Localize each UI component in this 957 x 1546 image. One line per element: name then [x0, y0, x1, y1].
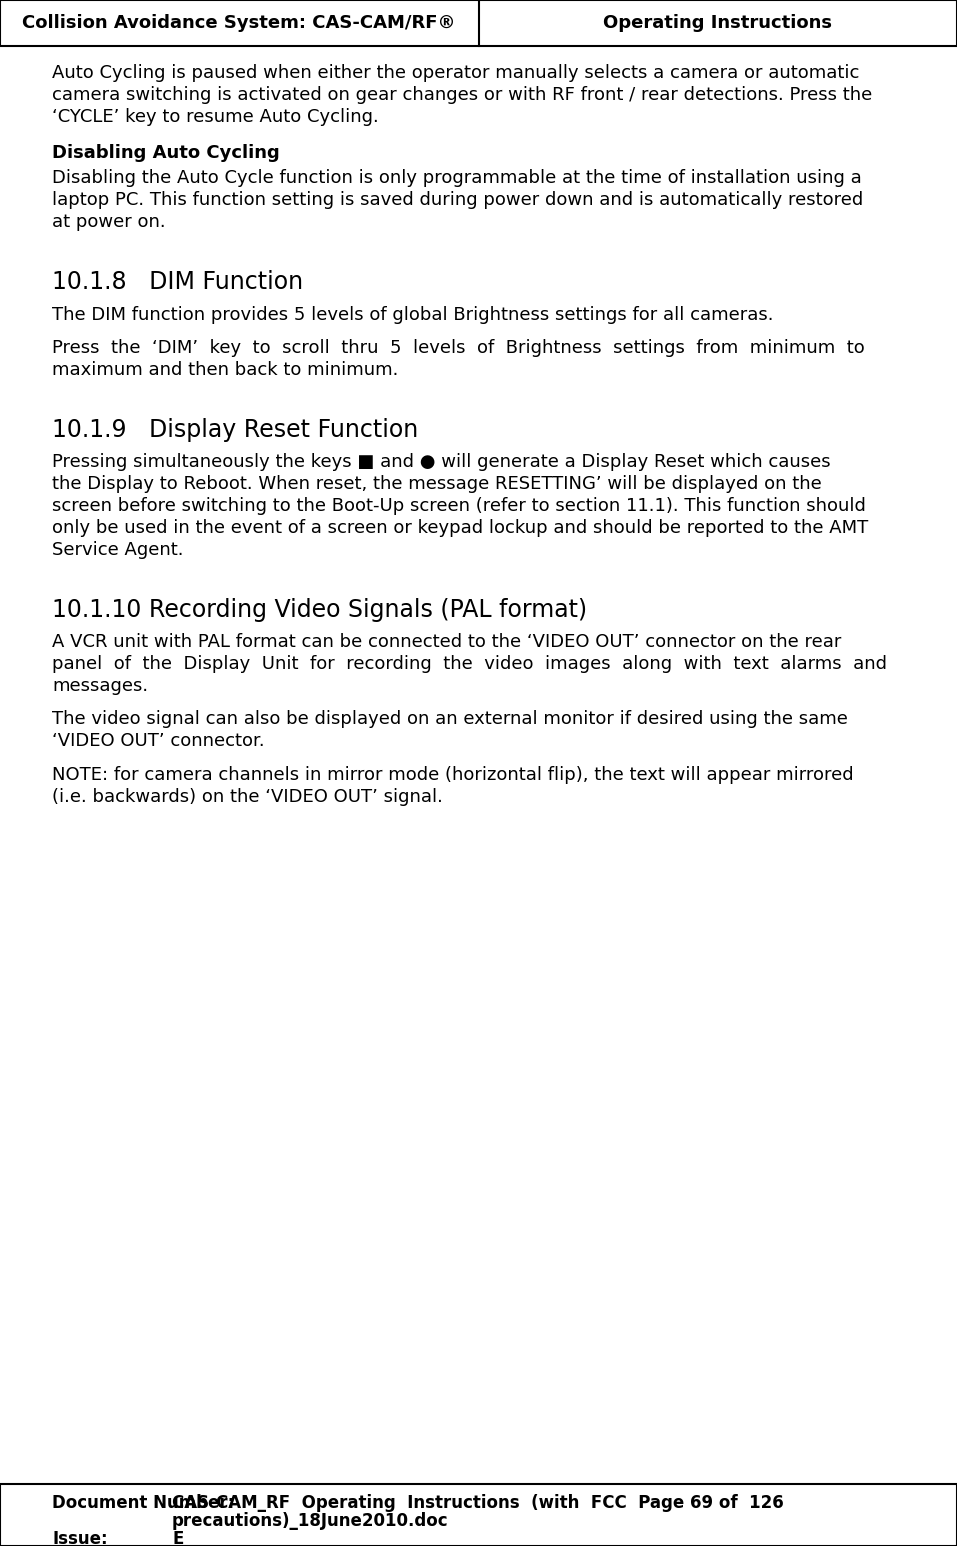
Text: Service Agent.: Service Agent.: [52, 541, 184, 560]
Text: camera switching is activated on gear changes or with RF front / rear detections: camera switching is activated on gear ch…: [52, 87, 872, 104]
Text: Disabling the Auto Cycle function is only programmable at the time of installati: Disabling the Auto Cycle function is onl…: [52, 170, 861, 187]
Text: ‘CYCLE’ key to resume Auto Cycling.: ‘CYCLE’ key to resume Auto Cycling.: [52, 108, 379, 127]
Text: Press  the  ‘DIM’  key  to  scroll  thru  5  levels  of  Brightness  settings  f: Press the ‘DIM’ key to scroll thru 5 lev…: [52, 339, 865, 357]
Text: maximum and then back to minimum.: maximum and then back to minimum.: [52, 360, 398, 379]
Text: at power on.: at power on.: [52, 213, 166, 232]
Text: panel  of  the  Display  Unit  for  recording  the  video  images  along  with  : panel of the Display Unit for recording …: [52, 656, 887, 673]
Text: The DIM function provides 5 levels of global Brightness settings for all cameras: The DIM function provides 5 levels of gl…: [52, 306, 773, 323]
Text: Issue:: Issue:: [52, 1531, 107, 1546]
Text: screen before switching to the Boot-Up screen (refer to section 11.1). This func: screen before switching to the Boot-Up s…: [52, 496, 866, 515]
Text: 10.1.10 Recording Video Signals (PAL format): 10.1.10 Recording Video Signals (PAL for…: [52, 598, 588, 621]
Text: E: E: [172, 1531, 184, 1546]
Bar: [0, 0, 957, 46]
Text: The video signal can also be displayed on an external monitor if desired using t: The video signal can also be displayed o…: [52, 710, 848, 728]
Text: Pressing simultaneously the keys ■ and ● will generate a Display Reset which cau: Pressing simultaneously the keys ■ and ●…: [52, 453, 831, 472]
Text: Disabling Auto Cycling: Disabling Auto Cycling: [52, 144, 279, 162]
Text: ‘VIDEO OUT’ connector.: ‘VIDEO OUT’ connector.: [52, 733, 265, 750]
Text: laptop PC. This function setting is saved during power down and is automatically: laptop PC. This function setting is save…: [52, 192, 863, 209]
Text: the Display to Reboot. When reset, the message RESETTING’ will be displayed on t: the Display to Reboot. When reset, the m…: [52, 475, 822, 493]
Text: Operating Instructions: Operating Instructions: [603, 14, 833, 32]
Text: precautions)_18June2010.doc: precautions)_18June2010.doc: [172, 1512, 449, 1531]
Text: Document Number:: Document Number:: [52, 1493, 234, 1512]
Text: messages.: messages.: [52, 677, 148, 696]
Text: 10.1.8   DIM Function: 10.1.8 DIM Function: [52, 271, 303, 294]
Text: Collision Avoidance System: CAS-CAM/RF®: Collision Avoidance System: CAS-CAM/RF®: [23, 14, 456, 32]
Text: A VCR unit with PAL format can be connected to the ‘VIDEO OUT’ connector on the : A VCR unit with PAL format can be connec…: [52, 634, 841, 651]
Text: Auto Cycling is paused when either the operator manually selects a camera or aut: Auto Cycling is paused when either the o…: [52, 63, 859, 82]
Bar: [0, 1484, 957, 1546]
Text: NOTE: for camera channels in mirror mode (horizontal flip), the text will appear: NOTE: for camera channels in mirror mode…: [52, 765, 854, 784]
Text: (i.e. backwards) on the ‘VIDEO OUT’ signal.: (i.e. backwards) on the ‘VIDEO OUT’ sign…: [52, 787, 443, 805]
Text: only be used in the event of a screen or keypad lockup and should be reported to: only be used in the event of a screen or…: [52, 519, 868, 536]
Text: 10.1.9   Display Reset Function: 10.1.9 Display Reset Function: [52, 417, 418, 442]
Text: CAS-CAM_RF  Operating  Instructions  (with  FCC  Page 69 of  126: CAS-CAM_RF Operating Instructions (with …: [172, 1493, 784, 1512]
